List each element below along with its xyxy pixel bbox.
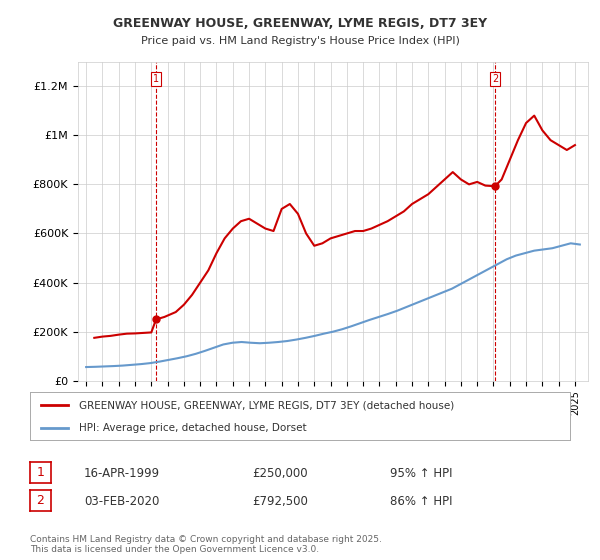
Text: 2: 2 — [37, 494, 44, 507]
Text: 16-APR-1999: 16-APR-1999 — [84, 466, 160, 480]
Text: 86% ↑ HPI: 86% ↑ HPI — [390, 494, 452, 508]
Text: 1: 1 — [37, 466, 44, 479]
Text: Price paid vs. HM Land Registry's House Price Index (HPI): Price paid vs. HM Land Registry's House … — [140, 36, 460, 46]
Text: GREENWAY HOUSE, GREENWAY, LYME REGIS, DT7 3EY (detached house): GREENWAY HOUSE, GREENWAY, LYME REGIS, DT… — [79, 400, 454, 410]
Text: HPI: Average price, detached house, Dorset: HPI: Average price, detached house, Dors… — [79, 423, 306, 433]
Text: £792,500: £792,500 — [252, 494, 308, 508]
Text: 2: 2 — [492, 74, 498, 84]
Text: Contains HM Land Registry data © Crown copyright and database right 2025.
This d: Contains HM Land Registry data © Crown c… — [30, 535, 382, 554]
Text: 03-FEB-2020: 03-FEB-2020 — [84, 494, 160, 508]
Text: £250,000: £250,000 — [252, 466, 308, 480]
Text: 95% ↑ HPI: 95% ↑ HPI — [390, 466, 452, 480]
Text: 1: 1 — [153, 74, 159, 84]
Text: GREENWAY HOUSE, GREENWAY, LYME REGIS, DT7 3EY: GREENWAY HOUSE, GREENWAY, LYME REGIS, DT… — [113, 17, 487, 30]
